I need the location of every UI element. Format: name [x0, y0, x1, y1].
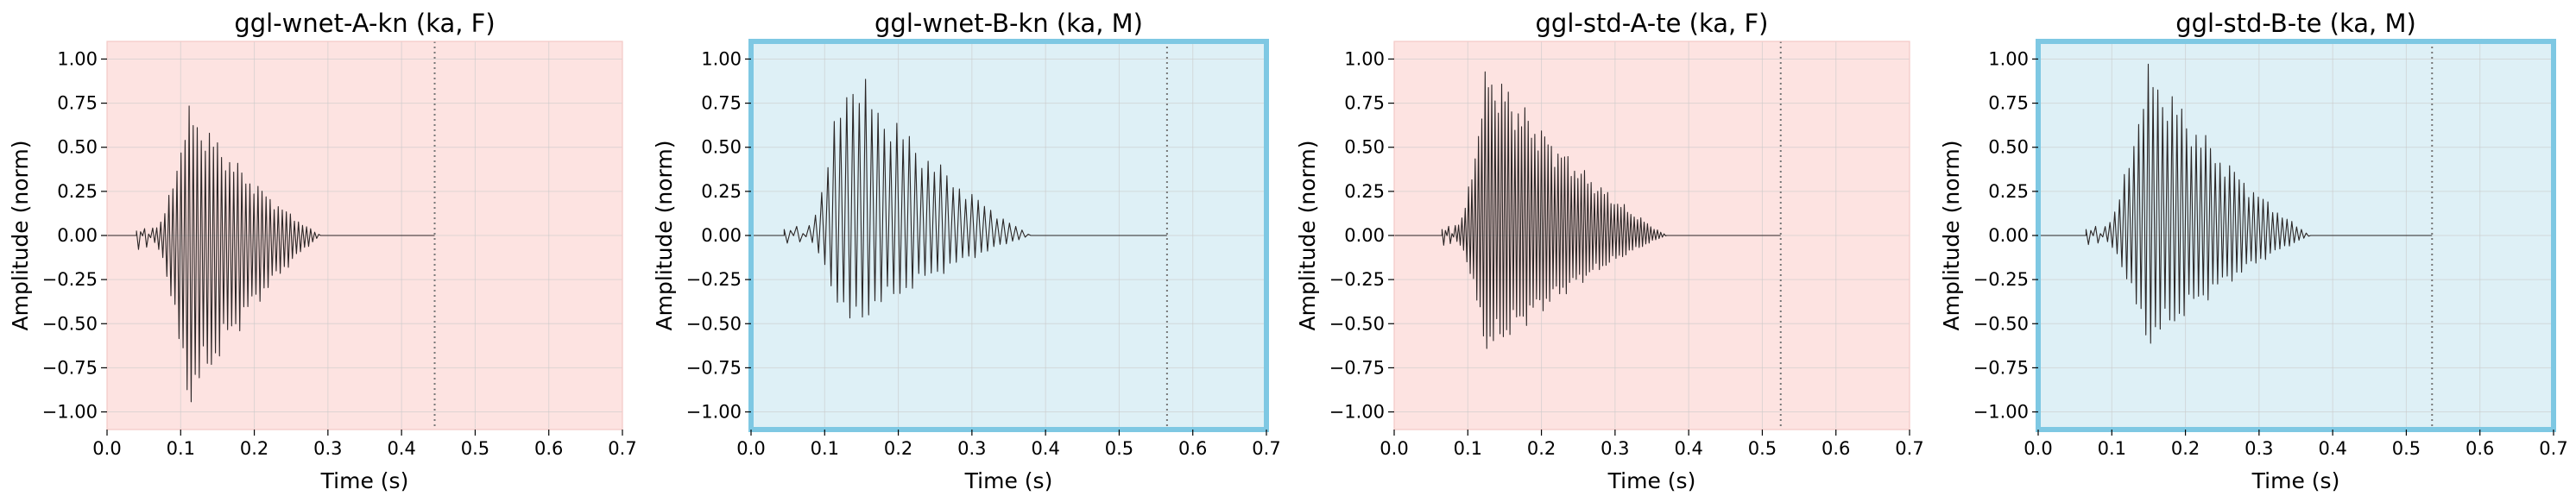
x-tick-label: 0.7 — [608, 438, 636, 459]
y-axis-label: Amplitude (norm) — [1295, 141, 1320, 331]
y-tick-label: 0.25 — [1988, 181, 2029, 202]
x-tick-label: 0.0 — [736, 438, 765, 459]
chart-panel-3: 0.0 0.1 0.2 0.3 0.4 0.5 0.6 0.7 −1.00 −0.75 −0.50 −… — [1295, 9, 1924, 493]
x-tick-label: 0.7 — [1895, 438, 1923, 459]
y-tick-label: 0.75 — [701, 93, 742, 114]
y-tick-label: 1.00 — [1344, 48, 1385, 69]
y-tick-label: 0.00 — [57, 225, 98, 246]
x-tick-label: 0.3 — [957, 438, 986, 459]
y-tick-label: −0.25 — [1329, 269, 1385, 290]
y-tick-label: 0.25 — [701, 181, 742, 202]
y-tick-label: −0.50 — [1973, 313, 2029, 334]
x-tick-label: 0.5 — [1105, 438, 1133, 459]
chart-title: ggl-std-A-te (ka, F) — [1536, 9, 1769, 38]
y-tick-label: 0.75 — [57, 93, 98, 114]
x-tick-label: 0.0 — [1380, 438, 1408, 459]
x-tick-label: 0.2 — [2171, 438, 2200, 459]
chart-title: ggl-std-B-te (ka, M) — [2175, 9, 2416, 38]
x-tick-label: 0.7 — [2539, 438, 2567, 459]
waveform-line — [1394, 71, 1781, 349]
x-tick-label: 0.6 — [1822, 438, 1850, 459]
y-tick-label: 0.75 — [1988, 93, 2029, 114]
x-tick-label: 0.0 — [92, 438, 121, 459]
x-axis-label: Time (s) — [964, 468, 1053, 493]
y-tick-label: −0.75 — [1329, 357, 1385, 378]
y-tick-label: −1.00 — [1973, 402, 2029, 423]
waveform-line — [751, 78, 1167, 319]
y-tick-label: 0.00 — [1344, 225, 1385, 246]
y-tick-label: 0.75 — [1344, 93, 1385, 114]
y-tick-label: 0.50 — [1344, 137, 1385, 158]
x-tick-label: 0.1 — [811, 438, 839, 459]
y-tick-label: −0.50 — [686, 313, 742, 334]
chart-title: ggl-wnet-A-kn (ka, F) — [234, 9, 495, 38]
x-tick-label: 0.4 — [1674, 438, 1702, 459]
y-axis-label: Amplitude (norm) — [1939, 141, 1964, 331]
y-tick-label: −1.00 — [42, 402, 98, 423]
y-tick-label: −0.75 — [1973, 357, 2029, 378]
x-tick-label: 0.6 — [2466, 438, 2494, 459]
y-tick-label: 0.50 — [1988, 137, 2029, 158]
chart-panel-2: 0.0 0.1 0.2 0.3 0.4 0.5 0.6 0.7 −1.00 −0.75 −0.50 −… — [652, 9, 1281, 493]
y-tick-label: −0.25 — [686, 269, 742, 290]
y-axis-label: Amplitude (norm) — [8, 141, 33, 331]
y-tick-label: 1.00 — [701, 48, 742, 69]
y-tick-label: 0.50 — [701, 137, 742, 158]
x-tick-label: 0.3 — [1601, 438, 1629, 459]
y-tick-label: −0.25 — [1973, 269, 2029, 290]
y-tick-label: 1.00 — [57, 48, 98, 69]
y-tick-label: −0.50 — [1329, 313, 1385, 334]
y-tick-label: −0.50 — [42, 313, 98, 334]
x-tick-label: 0.5 — [461, 438, 489, 459]
y-tick-label: 1.00 — [1988, 48, 2029, 69]
y-tick-label: −1.00 — [1329, 402, 1385, 423]
chart-title: ggl-wnet-B-kn (ka, M) — [874, 9, 1143, 38]
y-tick-label: 0.25 — [1344, 181, 1385, 202]
x-tick-label: 0.4 — [387, 438, 415, 459]
x-tick-label: 0.6 — [534, 438, 563, 459]
x-tick-label: 0.7 — [1252, 438, 1280, 459]
waveform-line — [2038, 63, 2433, 344]
y-axis-label: Amplitude (norm) — [652, 141, 677, 331]
x-tick-label: 0.2 — [884, 438, 912, 459]
y-tick-label: 0.25 — [57, 181, 98, 202]
x-tick-label: 0.2 — [240, 438, 268, 459]
x-tick-label: 0.2 — [1527, 438, 1556, 459]
y-tick-label: −0.25 — [42, 269, 98, 290]
y-tick-label: −1.00 — [686, 402, 742, 423]
y-tick-label: 0.00 — [1988, 225, 2029, 246]
x-axis-label: Time (s) — [320, 468, 409, 493]
waveform-line — [107, 105, 435, 403]
x-tick-label: 0.0 — [2024, 438, 2052, 459]
x-tick-label: 0.1 — [1454, 438, 1482, 459]
x-axis-label: Time (s) — [2251, 468, 2340, 493]
x-tick-label: 0.4 — [1031, 438, 1059, 459]
chart-panel-1: 0.0 0.1 0.2 0.3 0.4 0.5 0.6 0.7 −1.00 −0.75 −0.50 −… — [8, 9, 637, 493]
y-tick-label: −0.75 — [42, 357, 98, 378]
x-tick-label: 0.3 — [2245, 438, 2273, 459]
x-tick-label: 0.1 — [2098, 438, 2126, 459]
x-axis-label: Time (s) — [1607, 468, 1696, 493]
y-tick-label: 0.50 — [57, 137, 98, 158]
x-tick-label: 0.3 — [313, 438, 342, 459]
x-tick-label: 0.6 — [1178, 438, 1207, 459]
y-tick-label: −0.75 — [686, 357, 742, 378]
x-tick-label: 0.4 — [2318, 438, 2346, 459]
x-tick-label: 0.5 — [2392, 438, 2421, 459]
x-tick-label: 0.1 — [167, 438, 195, 459]
chart-panel-4: 0.0 0.1 0.2 0.3 0.4 0.5 0.6 0.7 −1.00 −0.75 −0.50 −… — [1939, 9, 2568, 493]
y-tick-label: 0.00 — [701, 225, 742, 246]
x-tick-label: 0.5 — [1748, 438, 1777, 459]
